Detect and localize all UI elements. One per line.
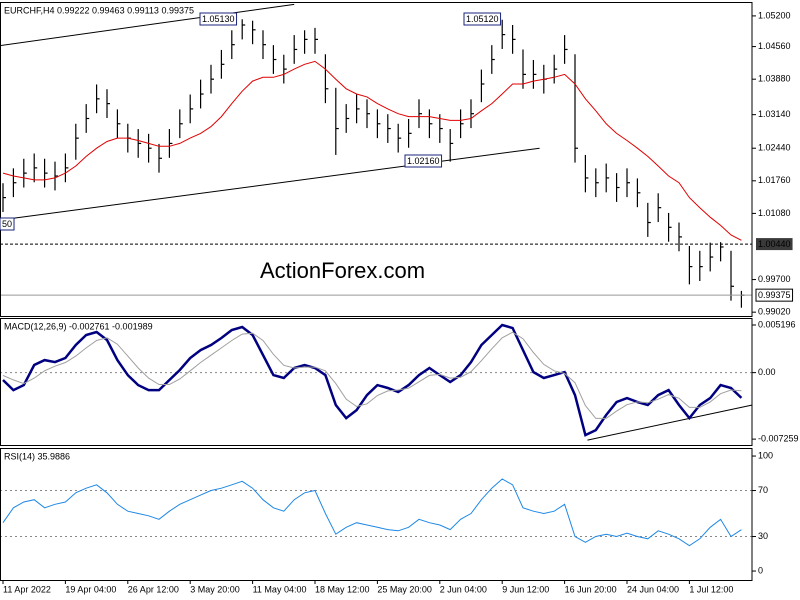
plot-area xyxy=(0,323,752,441)
x-tick-label: 2 Jun 04:00 xyxy=(440,584,487,594)
panel-frame xyxy=(0,448,753,581)
x-tick-label: 25 May 20:00 xyxy=(377,584,432,594)
panel-title: MACD(12,26,9) -0.002761 -0.001989 xyxy=(4,321,153,331)
panel-title: RSI(14) 35.9886 xyxy=(4,451,70,461)
price-annotation-box xyxy=(404,154,443,168)
level-label: 1.00440 xyxy=(758,239,791,249)
panel-title: EURCHF,H4 0.99222 0.99463 0.99113 0.9937… xyxy=(4,5,194,15)
plot-area xyxy=(0,3,752,308)
indicator-line xyxy=(2,331,742,419)
price-annotation: 1.05120 xyxy=(466,14,499,24)
x-tick-label: 24 Jun 04:00 xyxy=(627,584,679,594)
trendline xyxy=(587,404,752,441)
y-tick-label: 1.03140 xyxy=(758,109,791,119)
indicator-line xyxy=(2,323,743,437)
y-tick-label: 30 xyxy=(758,531,768,541)
y-tick-label: 0 xyxy=(758,565,763,575)
panel-frame xyxy=(0,318,753,446)
price-annotation: 50 xyxy=(2,219,12,229)
indicator-line xyxy=(2,478,742,547)
x-tick-label: 1 Jul 12:00 xyxy=(689,584,733,594)
x-tick-label: 16 Jun 20:00 xyxy=(565,584,617,594)
y-tick-label: 0.005196 xyxy=(758,319,796,329)
y-tick-label: 0.99700 xyxy=(758,274,791,284)
moving-average xyxy=(2,60,742,241)
price-annotation-box xyxy=(463,12,502,26)
y-tick-label: 1.01080 xyxy=(758,208,791,218)
y-tick-label: 70 xyxy=(758,485,768,495)
x-tick-label: 11 May 04:00 xyxy=(253,584,307,594)
y-tick-label: 1.03880 xyxy=(758,74,791,84)
x-tick-label: 18 May 12:00 xyxy=(315,584,370,594)
y-tick-label: 1.02440 xyxy=(758,143,791,153)
price-annotation: 1.02160 xyxy=(407,156,440,166)
level-label-box xyxy=(756,238,793,251)
x-tick-label: 11 Apr 2022 xyxy=(3,584,51,594)
trendline xyxy=(0,3,295,47)
panel-frame xyxy=(0,2,753,317)
x-tick-label: 26 Apr 12:00 xyxy=(128,584,179,594)
price-annotation-box xyxy=(199,12,238,26)
price-annotation-box xyxy=(0,217,15,231)
y-tick-label: 1.01760 xyxy=(758,175,791,185)
x-tick-label: 3 May 20:00 xyxy=(190,584,240,594)
last-price-label-box xyxy=(755,288,794,302)
y-tick-label: 0.00 xyxy=(758,367,776,377)
y-tick-label: 0.99020 xyxy=(758,307,791,317)
plot-area xyxy=(0,478,752,547)
x-tick-label: 19 Apr 04:00 xyxy=(65,584,116,594)
y-tick-label: 100 xyxy=(758,450,773,460)
y-tick-label: -0.007259 xyxy=(758,434,799,444)
y-tick-label: 1.04560 xyxy=(758,41,791,51)
x-tick-label: 9 Jun 12:00 xyxy=(502,584,549,594)
y-tick-label: 1.05200 xyxy=(758,10,791,20)
price-annotation: 1.05130 xyxy=(202,14,235,24)
last-price-label: 0.99375 xyxy=(758,290,791,300)
watermark: ActionForex.com xyxy=(260,258,425,283)
